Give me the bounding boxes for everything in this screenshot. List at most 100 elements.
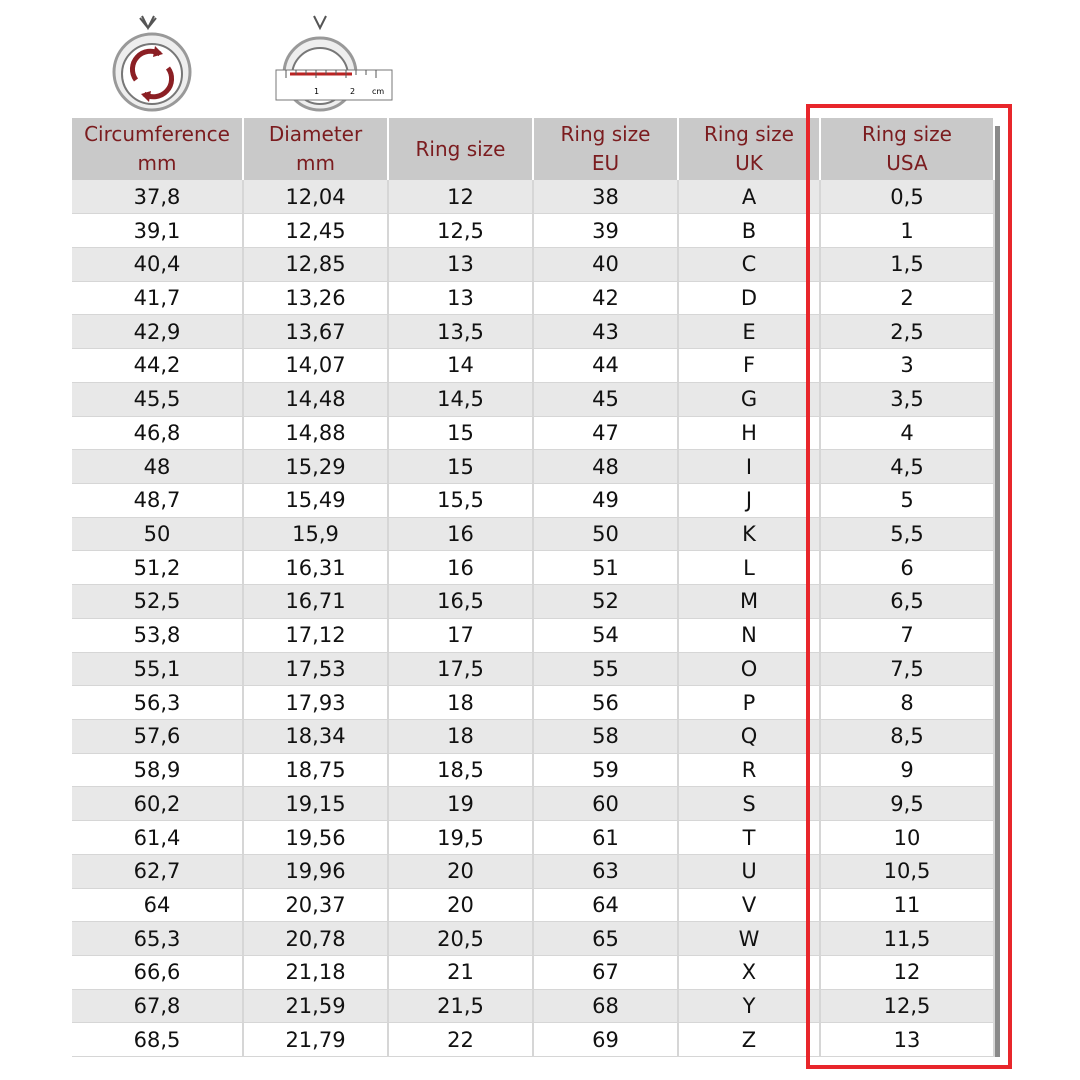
table-row: 62,7 19,96 20 63 U 10,5 <box>72 854 995 889</box>
table-cell: 17,53 <box>243 652 389 687</box>
size-table: Circumference mm Diameter mm Ring size Ring s… <box>72 118 995 1058</box>
table-cell: F <box>678 348 821 383</box>
table-row: 51,2 16,31 16 51 L 6 <box>72 550 995 586</box>
table-cell: 60 <box>533 786 679 822</box>
table-row: 61,4 19,56 19,5 61 T 10 <box>72 820 995 855</box>
table-cell: 48 <box>533 449 679 484</box>
ruler-label: cm <box>372 87 384 96</box>
table-cell: 43 <box>533 314 679 350</box>
table-cell: 39 <box>533 213 679 248</box>
table-cell: 3,5 <box>820 382 995 417</box>
table-row: 45,5 14,48 14,5 45 G 3,5 <box>72 382 995 417</box>
table-cell: 20,37 <box>243 888 389 923</box>
table-cell: 21,5 <box>388 989 534 1024</box>
table-cell: 55 <box>533 652 679 687</box>
table-row: 50 15,9 16 50 K 5,5 <box>72 517 995 552</box>
table-cell: K <box>678 517 821 552</box>
table-cell: 15 <box>388 449 534 484</box>
table-cell: 12 <box>388 180 534 215</box>
table-cell: 44 <box>533 348 679 383</box>
table-cell: L <box>678 550 821 586</box>
table-cell: 51 <box>533 550 679 586</box>
column-header: Ring size <box>388 118 534 180</box>
ruler-label: 1 <box>314 87 319 96</box>
table-cell: 65 <box>533 921 679 957</box>
table-cell: U <box>678 854 821 889</box>
table-cell: 13 <box>388 247 534 282</box>
table-cell: G <box>678 382 821 417</box>
table-cell: T <box>678 820 821 855</box>
table-cell: 49 <box>533 483 679 518</box>
table-cell: 42 <box>533 281 679 316</box>
table-cell: 17 <box>388 618 534 653</box>
table-cell: 4 <box>820 416 995 451</box>
table-cell: D <box>678 281 821 316</box>
header-line: mm <box>296 151 335 175</box>
table-cell: 37,8 <box>72 180 244 215</box>
table-cell: I <box>678 449 821 484</box>
table-cell: 12,85 <box>243 247 389 282</box>
table-row: 40,4 12,85 13 40 C 1,5 <box>72 247 995 282</box>
table-cell: 13,67 <box>243 314 389 350</box>
table-row: 44,2 14,07 14 44 F 3 <box>72 348 995 383</box>
table-row: 66,6 21,18 21 67 X 12 <box>72 955 995 990</box>
table-cell: 15,29 <box>243 449 389 484</box>
table-cell: 42,9 <box>72 314 244 350</box>
table-cell: 13 <box>388 281 534 316</box>
table-cell: 13 <box>820 1022 995 1058</box>
table-cell: 12,45 <box>243 213 389 248</box>
table-row: 65,3 20,78 20,5 65 W 11,5 <box>72 921 995 957</box>
table-cell: 53,8 <box>72 618 244 653</box>
table-shadow <box>993 126 1000 1057</box>
table-cell: 6 <box>820 550 995 586</box>
table-cell: 47 <box>533 416 679 451</box>
table-cell: 8 <box>820 685 995 720</box>
measure-icon: 1 2 cm <box>275 15 393 112</box>
table-cell: 13,26 <box>243 281 389 316</box>
table-cell: 5,5 <box>820 517 995 552</box>
table-cell: 19,5 <box>388 820 534 855</box>
table-cell: 62,7 <box>72 854 244 889</box>
table-cell: 68 <box>533 989 679 1024</box>
table-cell: N <box>678 618 821 653</box>
table-cell: 12 <box>820 955 995 990</box>
table-cell: 12,5 <box>820 989 995 1024</box>
table-cell: J <box>678 483 821 518</box>
table-cell: 16 <box>388 517 534 552</box>
table-cell: V <box>678 888 821 923</box>
table-cell: 50 <box>533 517 679 552</box>
table-cell: 56 <box>533 685 679 720</box>
table-row: 64 20,37 20 64 V 11 <box>72 888 995 923</box>
table-cell: 9,5 <box>820 786 995 822</box>
table-cell: 17,12 <box>243 618 389 653</box>
table-cell: 48,7 <box>72 483 244 518</box>
table-cell: 21,59 <box>243 989 389 1024</box>
table-cell: W <box>678 921 821 957</box>
table-cell: 52 <box>533 584 679 619</box>
table-cell: 55,1 <box>72 652 244 687</box>
table-cell: 52,5 <box>72 584 244 619</box>
table-cell: 6,5 <box>820 584 995 619</box>
table-cell: B <box>678 213 821 248</box>
table-cell: 18 <box>388 685 534 720</box>
table-row: 48 15,29 15 48 I 4,5 <box>72 449 995 484</box>
table-cell: 5 <box>820 483 995 518</box>
table-cell: 61,4 <box>72 820 244 855</box>
table-cell: 1,5 <box>820 247 995 282</box>
table-cell: 12,04 <box>243 180 389 215</box>
table-cell: 67,8 <box>72 989 244 1024</box>
table-cell: 16,71 <box>243 584 389 619</box>
table-cell: 8,5 <box>820 719 995 754</box>
table-cell: 15,49 <box>243 483 389 518</box>
table-cell: 56,3 <box>72 685 244 720</box>
table-cell: 20,78 <box>243 921 389 957</box>
table-cell: 51,2 <box>72 550 244 586</box>
table-cell: 15 <box>388 416 534 451</box>
table-row: 48,7 15,49 15,5 49 J 5 <box>72 483 995 518</box>
table-cell: 0,5 <box>820 180 995 215</box>
column-header: Ring size USA <box>820 118 995 180</box>
table-cell: 66,6 <box>72 955 244 990</box>
table-cell: 14 <box>388 348 534 383</box>
table-cell: 21,18 <box>243 955 389 990</box>
table-cell: 7 <box>820 618 995 653</box>
